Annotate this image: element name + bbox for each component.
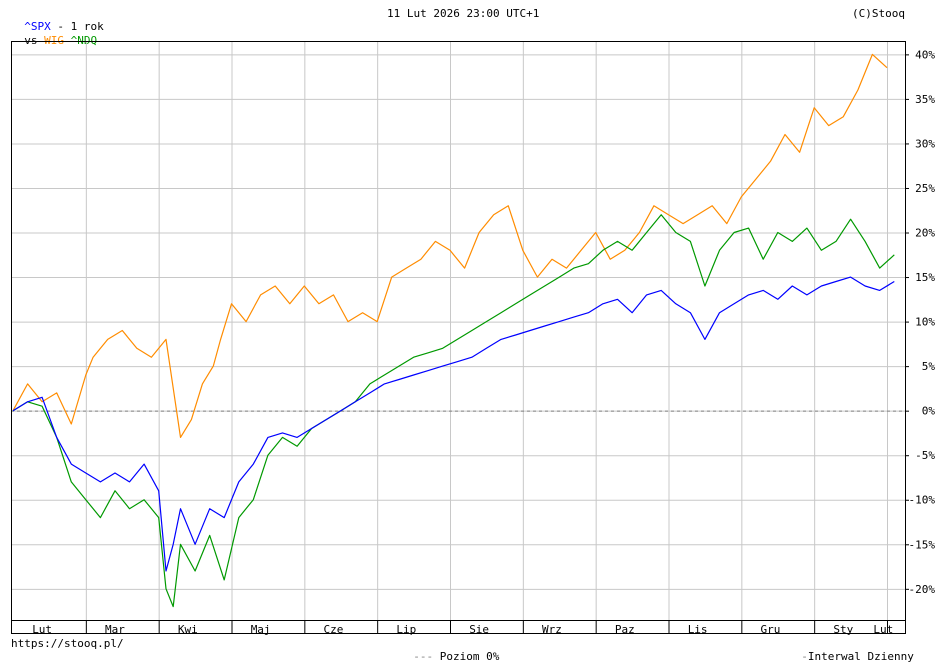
y-tick-label: 30% — [915, 137, 935, 150]
y-tick-label: -15% — [909, 538, 936, 551]
y-tick-label: -20% — [909, 583, 936, 596]
y-tick-label: 0% — [922, 405, 936, 418]
y-tick-label: 40% — [915, 48, 935, 61]
x-tick-label: Mar — [105, 623, 125, 636]
y-tick-label: 20% — [915, 227, 935, 240]
period-label: - 1 rok — [57, 20, 104, 33]
y-tick-label: 25% — [915, 182, 935, 195]
y-tick-label: -5% — [915, 449, 935, 462]
x-axis-band — [11, 620, 906, 634]
plot-lines — [12, 53, 895, 608]
x-tick-label: Sie — [469, 623, 489, 636]
x-tick-label: Lis — [688, 623, 708, 636]
x-tick-label: Lip — [396, 623, 416, 636]
interval-dash: - — [801, 650, 808, 663]
x-axis-labels: Lut Mar Kwi Maj Cze Lip Sie Wrz Paz Lis Gru Sty Lut — [32, 623, 893, 636]
series-line-wig — [12, 53, 888, 438]
x-tick-label: Kwi — [178, 623, 198, 636]
series-line-ndq — [12, 214, 895, 608]
x-tick-label: Sty — [833, 623, 853, 636]
y-tick-label: 15% — [915, 271, 935, 284]
y-axis-labels: 40% 35% 30% 25% 20% 15% 10% 5% 0% -5% -10% -15% -20% — [909, 48, 936, 595]
vs-label: vs — [24, 34, 38, 47]
grid — [11, 41, 905, 620]
plot-border — [11, 41, 906, 621]
compare-ndq[interactable]: ^NDQ — [70, 34, 98, 47]
y-tick-label: -10% — [909, 494, 936, 507]
baseline-legend-label: Poziom 0% — [439, 650, 500, 663]
symbol-label[interactable]: ^SPX — [24, 20, 51, 33]
comparison-label: vs WIG ^NDQ — [11, 21, 97, 47]
x-tick-label: Cze — [324, 623, 344, 636]
x-tick-label: Lut — [32, 623, 52, 636]
baseline-legend-dash: --- — [413, 650, 434, 663]
series-line-spx — [12, 276, 895, 572]
y-tick-label: 35% — [915, 93, 935, 106]
y-tick-label: 5% — [922, 360, 936, 373]
baseline-legend: --- Poziom 0% — [400, 637, 499, 663]
y-tick-label: 10% — [915, 316, 935, 329]
source-url[interactable]: https://stooq.pl/ — [11, 637, 124, 650]
x-tick-label: Paz — [615, 623, 635, 636]
x-tick-label: Gru — [761, 623, 781, 636]
plot-frame — [11, 41, 909, 634]
compare-wig[interactable]: WIG — [44, 34, 64, 47]
interval-label: -Interwal Dzienny — [788, 637, 914, 663]
x-tick-label: Maj — [251, 623, 271, 636]
x-tick-label: Wrz — [542, 623, 562, 636]
interval-text: Interwal Dzienny — [807, 650, 914, 663]
chart-date: 11 Lut 2026 23:00 UTC+1 — [387, 7, 540, 20]
x-tick-label: Lut — [873, 623, 893, 636]
copyright-label: (C)Stooq — [852, 7, 905, 20]
chart-title: ^SPX - 1 rok — [11, 7, 104, 33]
